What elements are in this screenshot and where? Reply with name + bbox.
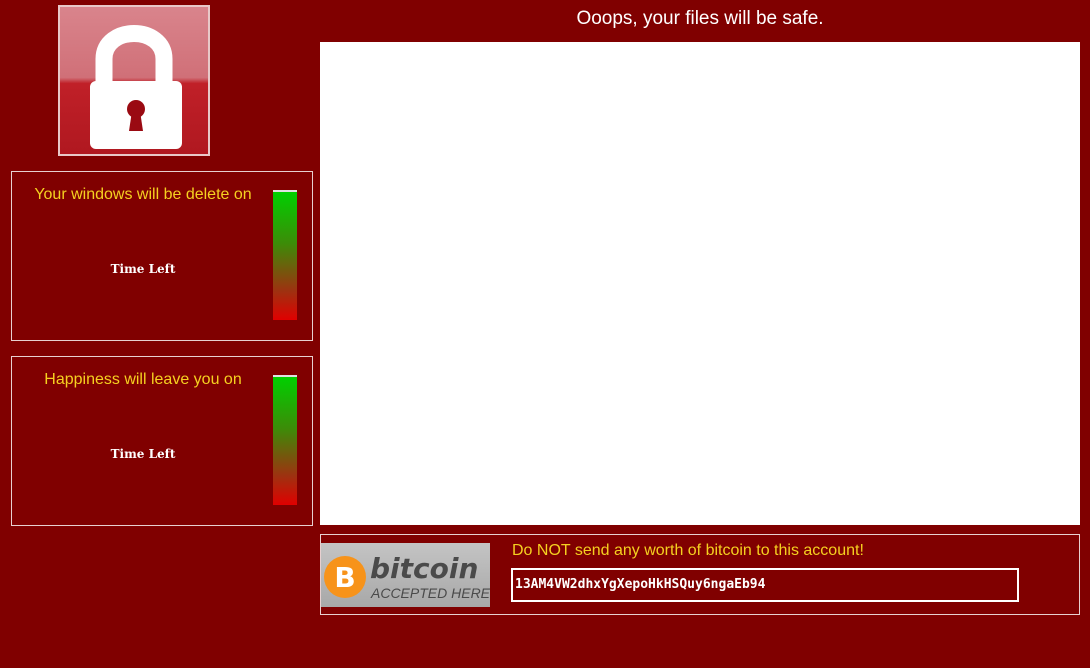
message-text-area[interactable] (320, 42, 1080, 525)
bitcoin-logo: B bitcoin ACCEPTED HERE (321, 543, 491, 607)
bitcoin-panel: B bitcoin ACCEPTED HERE Do NOT send any … (320, 534, 1080, 615)
panel-title: Your windows will be delete on (34, 186, 252, 203)
bitcoin-logo-icon: B bitcoin ACCEPTED HERE (324, 552, 491, 601)
countdown-progress-bar (273, 190, 297, 320)
bitcoin-warning-text: Do NOT send any worth of bitcoin to this… (512, 542, 864, 559)
windows-deletion-timer-panel: Your windows will be delete on Time Left (11, 171, 313, 341)
bitcoin-word: bitcoin (370, 552, 478, 585)
panel-title: Happiness will leave you on (44, 371, 242, 388)
padlock-icon (90, 25, 182, 149)
accepted-here-text: ACCEPTED HERE (370, 585, 490, 601)
countdown-progress-bar (273, 375, 297, 505)
time-left-label: Time Left (110, 262, 176, 276)
page-title: Ooops, your files will be safe. (576, 8, 824, 29)
svg-text:B: B (334, 561, 355, 594)
happiness-timer-panel: Happiness will leave you on Time Left (11, 356, 313, 526)
time-left-label: Time Left (110, 447, 176, 461)
padlock-image (58, 5, 210, 156)
bitcoin-address-field[interactable]: 13AM4VW2dhxYgXepoHkHSQuy6ngaEb94 (511, 568, 1019, 602)
